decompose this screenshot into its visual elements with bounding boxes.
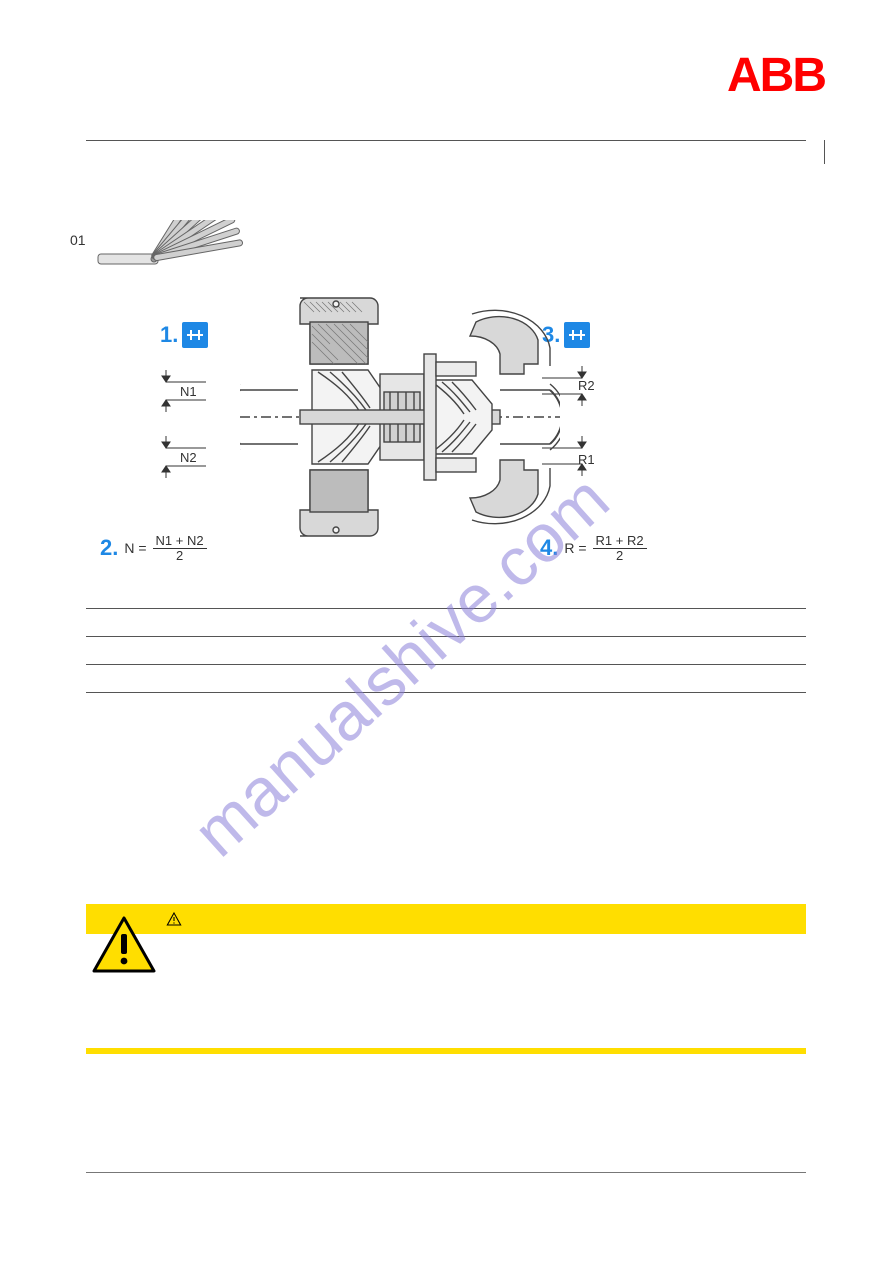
table-rule-2	[86, 636, 806, 637]
table-rule-3	[86, 664, 806, 665]
step-2-denom: 2	[173, 549, 186, 563]
caution-header-band	[86, 904, 806, 934]
table-rule-1	[86, 608, 806, 609]
step-2-number: 2.	[100, 535, 118, 561]
step-4-denom: 2	[613, 549, 626, 563]
figure-block: 01 1.	[60, 210, 780, 610]
dim-fork-left	[146, 370, 216, 480]
step-4-fraction: R1 + R2 2	[593, 534, 647, 562]
tool-callout-label: 01	[70, 232, 86, 248]
caliper-icon	[564, 322, 590, 348]
abb-logo: ABB	[727, 48, 825, 103]
page-root: ABB 01 1.	[0, 0, 893, 1263]
caution-header-icon-wrap	[166, 911, 182, 927]
step-2-fraction: N1 + N2 2	[153, 534, 207, 562]
warning-icon	[166, 911, 182, 927]
footer-rule	[86, 1172, 806, 1173]
step-2: 2. N = N1 + N2 2	[100, 534, 207, 562]
feeler-gauge-icon	[96, 220, 256, 310]
caution-footer-band	[86, 1048, 806, 1054]
step-2-lhs: N =	[124, 540, 146, 556]
step-1: 1.	[160, 322, 208, 348]
turbocharger-diagram	[240, 292, 560, 542]
abb-logo-text: ABB	[727, 49, 825, 102]
step-4-lhs: R =	[564, 540, 586, 556]
table-rule-4	[86, 692, 806, 693]
caliper-icon	[182, 322, 208, 348]
header-rule-cap	[824, 140, 825, 164]
step-2-numer: N1 + N2	[153, 534, 207, 549]
header-rule	[86, 140, 806, 141]
step-4-numer: R1 + R2	[593, 534, 647, 549]
warning-triangle-icon	[92, 916, 156, 974]
step-1-number: 1.	[160, 322, 178, 348]
